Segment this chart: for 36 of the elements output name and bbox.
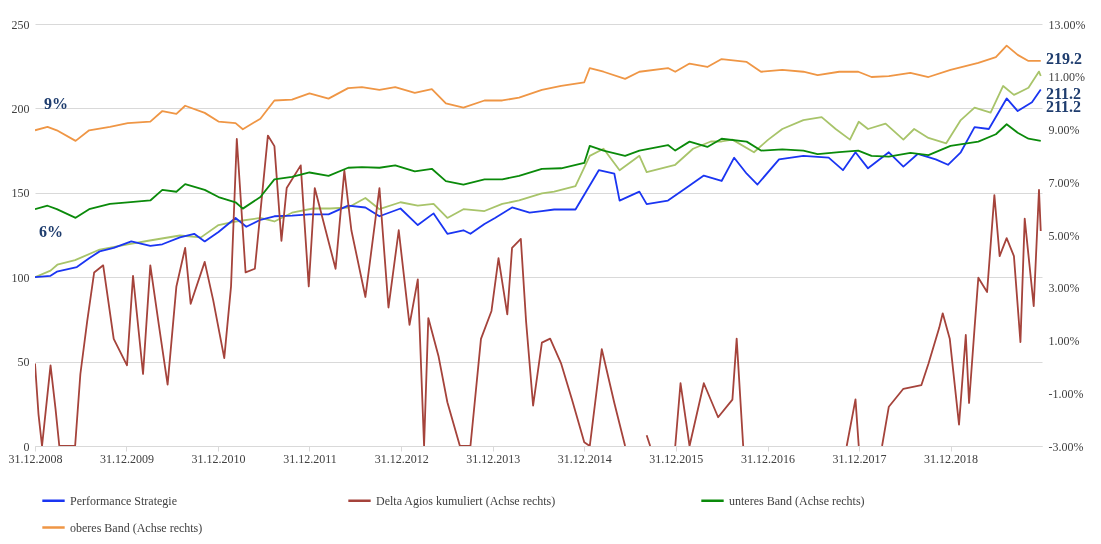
annotation: 6% [39, 223, 63, 240]
x-tick-label: 31.12.2009 [100, 451, 154, 466]
annotation: 219.2 [1046, 50, 1082, 68]
y2-tick-label: 11.00% [1048, 70, 1086, 85]
y2-tick-label: 3.00% [1048, 281, 1080, 296]
y-tick-label: 150 [11, 186, 30, 201]
legend-label: oberes Band (Achse rechts) [70, 520, 203, 535]
x-tick-label: 31.12.2013 [466, 451, 521, 466]
y2-tick-label: 7.00% [1048, 175, 1080, 190]
legend-label: unteres Band (Achse rechts) [729, 493, 865, 508]
y-tick-label: 200 [11, 101, 30, 116]
line-series [35, 44, 1042, 142]
x-tick-label: 31.12.2016 [741, 451, 795, 466]
y2-tick-label: 5.00% [1048, 228, 1080, 243]
text: 211.2 [1046, 98, 1082, 115]
x-tick-label: 31.12.2010 [191, 451, 246, 466]
x-tick-label: 31.12.2014 [557, 451, 612, 466]
x-tick-label: 31.12.2012 [374, 451, 429, 466]
y2-tick-label: 13.00% [1048, 17, 1086, 32]
y2-tick-label: 1.00% [1048, 334, 1080, 348]
annotation: 9% [44, 95, 68, 112]
line-series [35, 123, 1042, 219]
x-tick-label: 31.12.2015 [649, 451, 704, 466]
x-tick-label: 31.12.2018 [924, 451, 978, 466]
legend-label: Performance Strategie [70, 493, 177, 508]
y-tick-label: 0 [23, 439, 30, 454]
x-tick-label: 31.12.2008 [8, 451, 63, 466]
legend-label: Delta Agios kumuliert (Achse rechts) [376, 493, 556, 508]
y2-tick-label: 9.00% [1048, 123, 1080, 137]
x-tick-label: 31.12.2011 [283, 451, 337, 466]
x-tick-label: 31.12.2017 [832, 451, 887, 466]
y2-tick-label: -1.00% [1048, 386, 1084, 401]
y-tick-label: 250 [11, 17, 30, 32]
y-tick-label: 50 [17, 355, 30, 370]
y-tick-label: 100 [11, 270, 30, 285]
y2-tick-label: -3.00% [1048, 439, 1084, 454]
